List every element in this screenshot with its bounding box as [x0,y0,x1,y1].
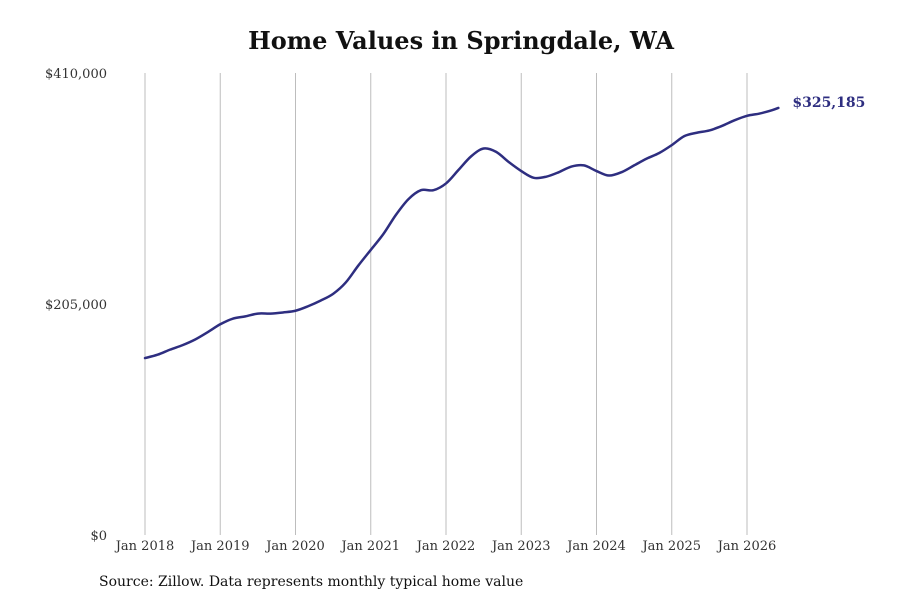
y-tick-label: $205,000 [45,298,107,313]
labels-layer: $325,185 [792,95,865,111]
source-note: Source: Zillow. Data represents monthly … [99,574,524,590]
x-tick-label: Jan 2020 [264,539,325,554]
x-axis-ticks: Jan 2018 Jan 2019 Jan 2020 Jan 2021 Jan 2022… [114,539,777,554]
series-layer [143,106,780,360]
x-tick-label: Jan 2019 [189,539,250,554]
x-tick-label: Jan 2026 [716,539,777,554]
x-tick-label: Jan 2021 [339,539,400,554]
end-value-label: $325,185 [792,95,865,111]
x-tick-label: Jan 2024 [565,539,626,554]
x-tick-label: Jan 2025 [640,539,701,554]
chart-title: Home Values in Springdale, WA [248,26,674,55]
y-axis-ticks: $0 $205,000 $410,000 [45,67,107,544]
x-tick-label: Jan 2022 [415,539,476,554]
x-tick-label: Jan 2018 [114,539,175,554]
y-tick-label: $410,000 [45,67,107,82]
x-tick-label: Jan 2023 [490,539,551,554]
y-tick-label: $0 [90,529,107,544]
series-line [143,106,780,360]
gridlines [144,73,748,535]
